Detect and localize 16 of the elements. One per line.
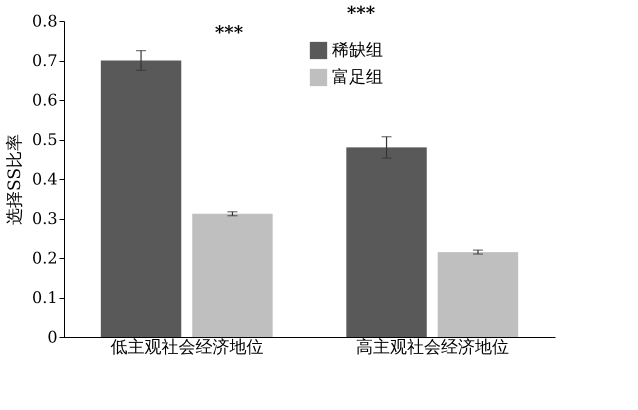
y-tick-label: 0.4 (32, 170, 58, 188)
x-tick-label: 高主观社会经济地位 (356, 338, 509, 358)
y-tick-label: 0.3 (32, 209, 58, 228)
annotation: *** (214, 22, 244, 44)
y-tick-label: 0.2 (32, 248, 58, 268)
y-axis-title: 选择SS比率 (5, 134, 26, 225)
y-tick-label: 0 (47, 328, 58, 346)
legend-label: 富足组 (332, 68, 383, 88)
annotation: *** (346, 2, 376, 24)
y-tick-label: 0.8 (32, 12, 58, 30)
y-tick-label: 0.1 (32, 288, 58, 307)
y-tick-label: 0.7 (32, 51, 58, 70)
y-tick-label: 0.6 (32, 90, 58, 110)
x-tick-label: 低主观社会经济地位 (110, 338, 264, 358)
y-tick-label: 0.5 (32, 130, 58, 149)
legend-label: 稀缺组 (332, 40, 383, 60)
